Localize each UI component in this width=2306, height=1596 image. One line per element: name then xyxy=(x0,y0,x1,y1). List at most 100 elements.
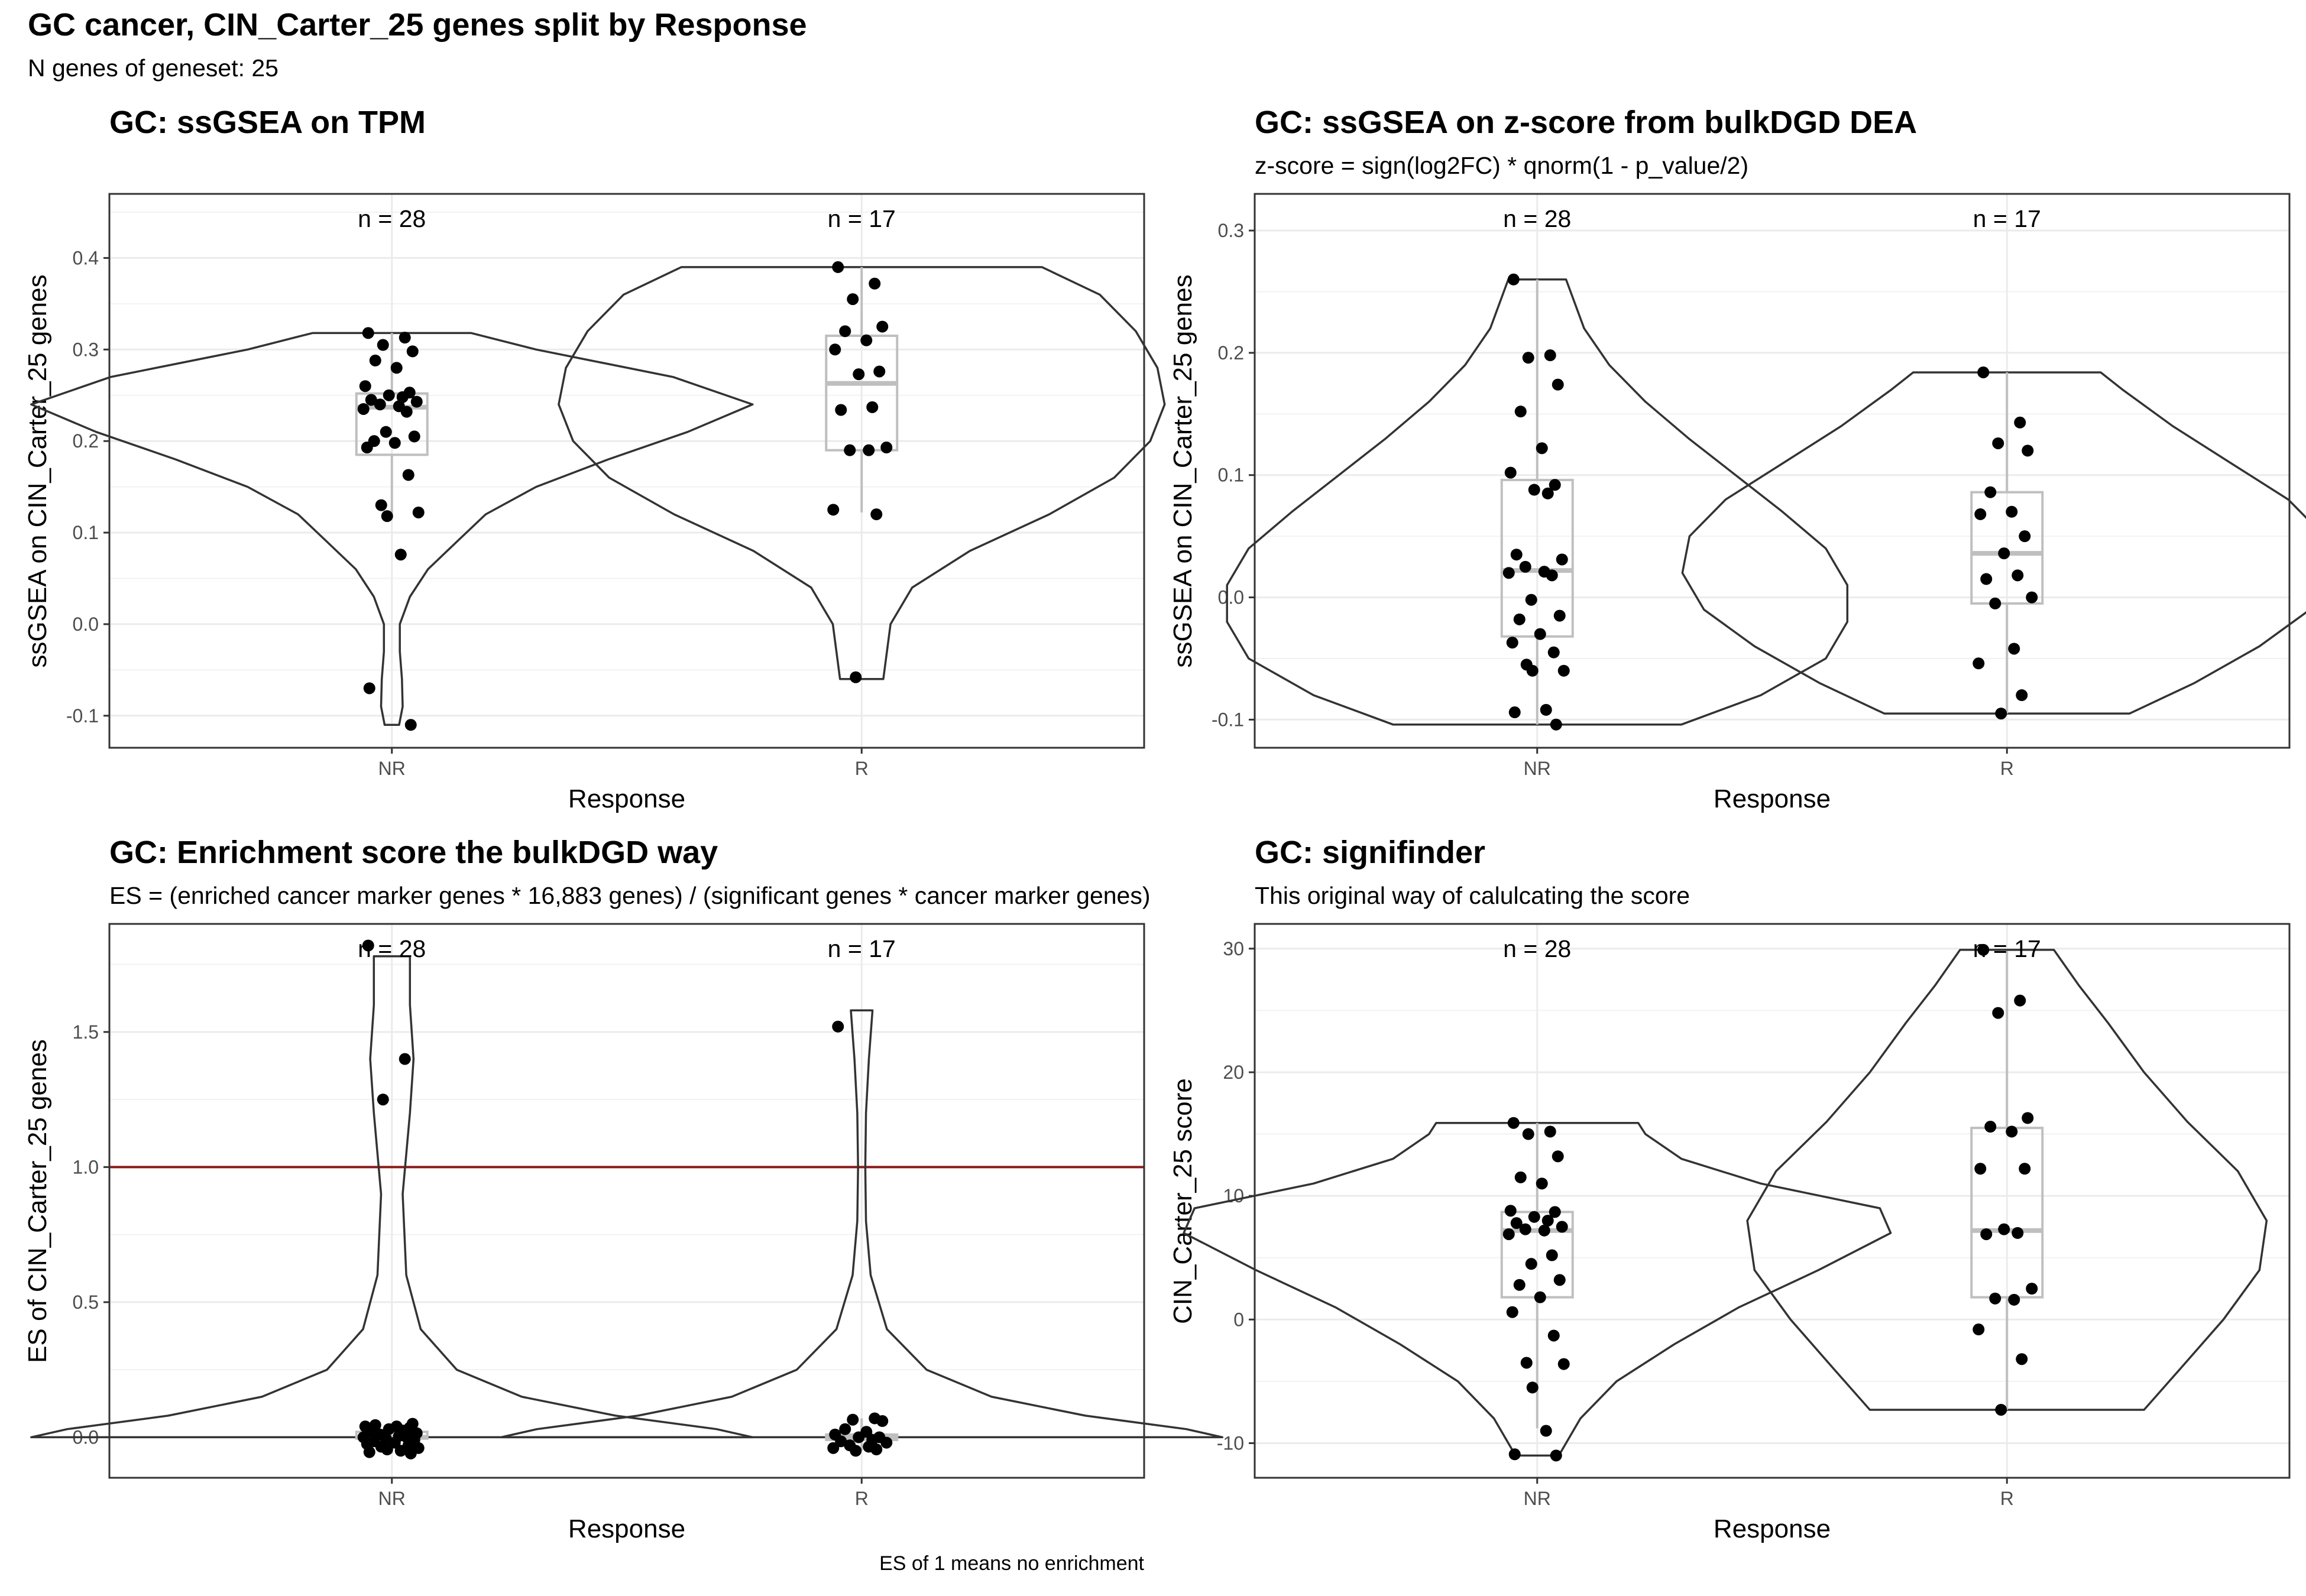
data-point xyxy=(1534,1291,1546,1303)
data-point xyxy=(1507,1117,1520,1129)
panel-title: GC: ssGSEA on z-score from bulkDGD DEA xyxy=(1255,105,1917,140)
data-point xyxy=(850,671,862,683)
data-point xyxy=(1522,1128,1534,1140)
data-point xyxy=(839,1423,851,1435)
data-point xyxy=(1553,609,1566,622)
y-tick-label: 0.3 xyxy=(1218,220,1244,241)
y-axis-label: ES of CIN_Carter_25 genes xyxy=(23,1039,52,1363)
y-tick-label: 1.0 xyxy=(73,1156,99,1177)
data-point xyxy=(1522,352,1534,364)
panel-border xyxy=(108,193,1145,749)
data-point xyxy=(363,682,375,695)
data-point xyxy=(1549,479,1561,491)
data-point xyxy=(1536,1177,1548,1190)
data-point xyxy=(1502,567,1515,579)
data-point xyxy=(1514,1171,1527,1183)
data-point xyxy=(388,437,401,449)
data-point xyxy=(835,404,847,416)
data-point xyxy=(383,389,395,401)
x-tick-label: R xyxy=(855,1488,869,1509)
data-point xyxy=(399,332,411,344)
data-point xyxy=(2022,445,2034,457)
data-point xyxy=(1989,1292,2001,1305)
data-point xyxy=(1513,1279,1526,1291)
panel-ssgsea-tpm: GC: ssGSEA on TPM Response ssGSEA on CIN… xyxy=(23,105,1166,813)
y-axis-label: ssGSEA on CIN_Carter_25 genes xyxy=(1168,274,1197,667)
box-R xyxy=(1970,491,2044,605)
data-point xyxy=(876,1415,889,1428)
data-point xyxy=(1977,366,1990,378)
data-point xyxy=(1552,1150,1564,1163)
n-label: n = 17 xyxy=(828,205,896,232)
data-point xyxy=(863,444,875,456)
y-tick-label: 0.5 xyxy=(73,1292,99,1313)
panel-subtitle: z-score = sign(log2FC) * qnorm(1 - p_val… xyxy=(1255,152,1748,179)
panel-ssgsea-zscore: GC: ssGSEA on z-score from bulkDGD DEA z… xyxy=(1168,105,2306,813)
data-point xyxy=(357,403,370,415)
data-point xyxy=(1525,593,1537,606)
data-point xyxy=(844,444,856,456)
data-point xyxy=(1510,1217,1523,1230)
y-axis-label: CIN_Carter_25 score xyxy=(1168,1078,1197,1324)
box-R xyxy=(825,335,899,452)
data-point xyxy=(365,394,377,406)
data-point xyxy=(1550,1449,1562,1462)
data-point xyxy=(1506,1306,1518,1318)
data-point xyxy=(361,442,373,454)
data-point xyxy=(1508,1448,1521,1461)
data-point xyxy=(876,320,889,333)
data-point xyxy=(832,261,844,273)
data-point xyxy=(870,1443,883,1456)
data-point xyxy=(2019,1163,2031,1175)
data-point xyxy=(880,1436,893,1449)
data-point xyxy=(1544,1125,1556,1138)
violin-NR xyxy=(30,332,754,726)
data-point xyxy=(2014,994,2026,1007)
data-point xyxy=(2026,1282,2038,1295)
panel-title: GC: signifinder xyxy=(1255,835,1485,870)
data-point xyxy=(2026,591,2038,604)
violin-R xyxy=(1681,371,2306,715)
x-tick-label: NR xyxy=(1524,758,1551,779)
data-point xyxy=(404,1447,417,1459)
n-label: n = 17 xyxy=(1973,935,2041,962)
data-point xyxy=(1534,628,1546,640)
panel-subtitle: ES = (enriched cancer marker genes * 16,… xyxy=(109,882,1151,909)
box-R xyxy=(1970,1127,2044,1299)
data-point xyxy=(1977,943,1990,956)
data-point xyxy=(1553,1274,1566,1286)
data-point xyxy=(380,426,392,438)
x-tick-label: R xyxy=(2000,758,2014,779)
data-point xyxy=(847,293,859,306)
panel-enrichment-score: GC: Enrichment score the bulkDGD way ES … xyxy=(23,835,1224,1575)
data-point xyxy=(1519,1223,1531,1235)
data-point xyxy=(1550,718,1562,731)
data-point xyxy=(1519,560,1531,573)
figure-title: GC cancer, CIN_Carter_25 genes split by … xyxy=(28,7,807,43)
data-point xyxy=(1514,406,1527,418)
data-point xyxy=(383,1423,395,1435)
n-label: n = 28 xyxy=(358,205,426,232)
data-point xyxy=(381,1443,393,1456)
data-point xyxy=(1526,664,1539,677)
data-point xyxy=(1984,1121,1997,1133)
y-tick-label: 0.0 xyxy=(73,614,99,635)
x-tick-label: NR xyxy=(378,1488,406,1509)
data-point xyxy=(1504,1205,1517,1217)
data-point xyxy=(1507,273,1520,286)
data-point xyxy=(1528,1211,1540,1223)
data-point xyxy=(1556,553,1568,566)
y-tick-label: 0.3 xyxy=(73,339,99,360)
data-point xyxy=(1552,378,1564,391)
data-point xyxy=(850,1445,862,1457)
data-point xyxy=(369,354,381,366)
data-point xyxy=(1526,1381,1539,1394)
data-point xyxy=(2016,689,2028,702)
data-point xyxy=(2022,1112,2034,1124)
data-point xyxy=(1508,706,1521,719)
data-point xyxy=(1502,1228,1515,1240)
y-tick-label: -0.1 xyxy=(1212,709,1244,730)
y-tick-label: 0.2 xyxy=(73,430,99,452)
data-point xyxy=(1998,547,2010,560)
